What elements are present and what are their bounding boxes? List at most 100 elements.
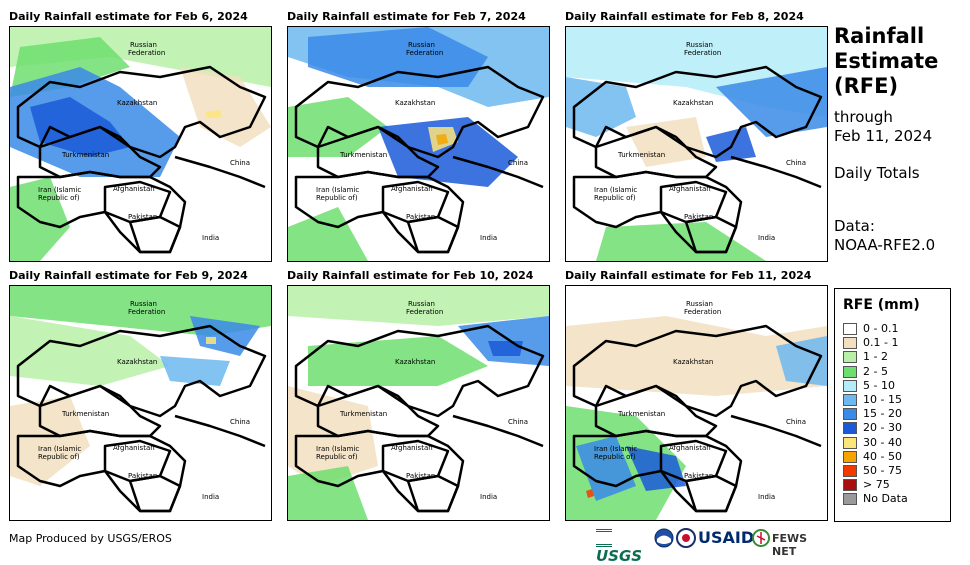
country-border — [128, 474, 182, 513]
rainfall-map: Russian Federation Kazakhstan Turkmenistan C… — [287, 26, 550, 262]
map-label-pakistan: Pakistan — [406, 213, 435, 221]
legend-swatch — [843, 351, 857, 364]
rainfall-area — [288, 207, 368, 261]
legend-swatch — [843, 379, 857, 392]
legend-swatch — [843, 408, 857, 421]
rainfall-map: Russian Federation Kazakhstan Turkmenistan C… — [565, 285, 828, 521]
legend-label: 20 - 30 — [863, 421, 902, 435]
map-label-russia-2: Federation — [406, 49, 443, 57]
map-label-china: China — [786, 418, 806, 426]
title-line-2: Estimate — [834, 49, 939, 73]
map-label-turkmenistan: Turkmenistan — [339, 151, 387, 159]
map-label-india: India — [480, 234, 497, 242]
rainfall-area — [288, 466, 368, 520]
map-label-iran-1: Iran (Islamic — [316, 445, 359, 453]
legend-label: No Data — [863, 492, 908, 506]
rainfall-map: Russian Federation Kazakhstan Turkmenistan C… — [9, 26, 272, 262]
map-label-iran-1: Iran (Islamic — [594, 186, 637, 194]
country-border — [406, 215, 460, 254]
map-label-russia-2: Federation — [128, 49, 165, 57]
rainfall-area — [586, 489, 594, 498]
map-label-russia-1: Russian — [408, 300, 435, 308]
legend-swatch — [843, 493, 857, 506]
map-label-india: India — [758, 493, 775, 501]
rainfall-area — [288, 286, 549, 326]
usaid-logo: USAID — [698, 528, 755, 547]
rainfall-area — [596, 222, 766, 261]
country-border — [730, 414, 822, 448]
country-border — [316, 384, 440, 438]
title-line-1: Rainfall — [834, 24, 925, 48]
map-label-afghanistan: Afghanistan — [669, 185, 711, 193]
map-label-china: China — [230, 159, 250, 167]
rainfall-area — [716, 67, 827, 137]
rainfall-area — [288, 97, 388, 157]
map-label-turkmenistan: Turkmenistan — [617, 151, 665, 159]
country-border — [38, 125, 162, 179]
fewsnet-leaf-icon — [752, 529, 770, 547]
rainfall-area — [160, 356, 230, 386]
legend-swatch — [843, 323, 857, 335]
map-label-iran-1: Iran (Islamic — [38, 186, 81, 194]
data-label: Data: — [834, 217, 875, 235]
map-label-china: China — [230, 418, 250, 426]
legend-swatch — [843, 365, 857, 378]
map-label-china: China — [508, 159, 528, 167]
country-border — [594, 384, 718, 438]
legend-label: 40 - 50 — [863, 449, 902, 463]
legend-swatch — [843, 394, 857, 406]
usgs-wave-icon — [596, 528, 612, 547]
rainfall-area — [776, 336, 827, 386]
map-label-iran-1: Iran (Islamic — [316, 186, 359, 194]
map-label-turkmenistan: Turkmenistan — [617, 410, 665, 418]
rainfall-map: Russian Federation Kazakhstan Turkmenistan C… — [565, 26, 828, 262]
country-border — [572, 324, 823, 418]
legend-title: RFE (mm) — [843, 297, 920, 313]
country-border — [174, 155, 266, 189]
legend-label: 0.1 - 1 — [863, 336, 899, 350]
legend-label: 30 - 40 — [863, 435, 902, 449]
map-label-russia-2: Federation — [684, 49, 721, 57]
map-label-russia-1: Russian — [408, 41, 435, 49]
map-label-kazakhstan: Kazakhstan — [117, 99, 157, 107]
map-label-afghanistan: Afghanistan — [391, 185, 433, 193]
map-label-afghanistan: Afghanistan — [113, 185, 155, 193]
map-label-iran-1: Iran (Islamic — [594, 445, 637, 453]
map-label-russia-1: Russian — [686, 300, 713, 308]
country-border — [294, 65, 545, 159]
legend-label: 15 - 20 — [863, 407, 902, 421]
noaa-seal-icon — [654, 528, 674, 548]
legend-label: > 75 — [863, 478, 890, 492]
rainfall-area — [205, 110, 222, 118]
map-label-russia-1: Russian — [686, 41, 713, 49]
country-border — [452, 155, 544, 189]
rainfall-area — [566, 77, 636, 137]
rainfall-map: Russian Federation Kazakhstan Turkmenistan C… — [9, 285, 272, 521]
map-label-kazakhstan: Kazakhstan — [673, 358, 713, 366]
map-label-kazakhstan: Kazakhstan — [395, 358, 435, 366]
legend-label: 10 - 15 — [863, 393, 902, 406]
legend-label: 5 - 10 — [863, 378, 895, 392]
panel-title: Daily Rainfall estimate for Feb 7, 2024 — [287, 10, 526, 23]
rainfall-area — [626, 117, 706, 167]
country-border — [16, 324, 267, 418]
legend-swatch — [843, 465, 857, 477]
fewsnet-logo: FEWS NET — [772, 532, 808, 558]
rainfall-area — [10, 316, 170, 386]
title-line-3: (RFE) — [834, 74, 899, 98]
country-border — [684, 215, 738, 254]
data-source: NOAA-RFE2.0 — [834, 236, 936, 254]
map-label-russia-2: Federation — [406, 308, 443, 316]
map-label-china: China — [786, 159, 806, 167]
map-label-pakistan: Pakistan — [684, 213, 713, 221]
map-label-iran-2: Republic of) — [38, 194, 80, 202]
map-label-turkmenistan: Turkmenistan — [339, 410, 387, 418]
panel-title: Daily Rainfall estimate for Feb 8, 2024 — [565, 10, 804, 23]
country-border — [572, 65, 823, 159]
legend-label: 2 - 5 — [863, 364, 888, 378]
map-label-india: India — [758, 234, 775, 242]
legend-label: 1 - 2 — [863, 350, 888, 364]
map-label-afghanistan: Afghanistan — [113, 444, 155, 452]
